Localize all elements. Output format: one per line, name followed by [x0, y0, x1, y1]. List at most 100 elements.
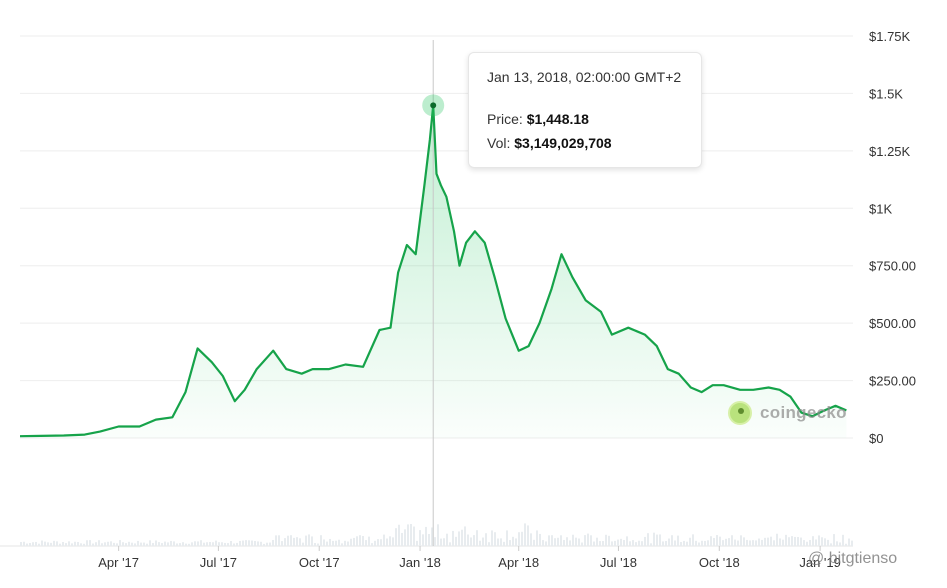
volume-bar [458, 531, 460, 546]
volume-bar [851, 540, 853, 546]
volume-bar [638, 540, 640, 546]
y-tick-label: $0 [869, 431, 883, 446]
x-tick-label: Apr '18 [498, 555, 539, 570]
credit-text: @ bitgtienso [808, 550, 898, 567]
volume-bar [191, 542, 193, 546]
volume-bar [581, 542, 583, 546]
volume-bar [134, 543, 136, 546]
volume-bar [143, 542, 145, 546]
volume-bar [830, 543, 832, 546]
volume-bar [338, 539, 340, 546]
volume-bar [521, 531, 523, 546]
volume-bar [665, 541, 667, 546]
volume-bar [491, 530, 493, 546]
volume-bar [245, 540, 247, 546]
volume-bar [44, 541, 46, 546]
volume-bar [845, 543, 847, 546]
volume-bar [308, 534, 310, 546]
volume-bar [542, 540, 544, 546]
volume-bar [320, 535, 322, 546]
volume-bar [515, 538, 517, 546]
volume-bar [548, 535, 550, 546]
volume-bar [674, 540, 676, 546]
volume-bar [599, 541, 601, 546]
volume-bar [629, 541, 631, 546]
volume-bar [371, 543, 373, 546]
volume-bar [614, 540, 616, 546]
volume-bar [227, 543, 229, 546]
volume-bar [239, 540, 241, 546]
volume-bar [794, 536, 796, 546]
volume-bar [326, 541, 328, 546]
volume-bar [464, 526, 466, 546]
volume-bar [530, 533, 532, 546]
volume-bar [47, 542, 49, 546]
volume-bar [335, 540, 337, 546]
volume-bar [485, 533, 487, 546]
volume-bar [101, 543, 103, 546]
volume-bar [236, 542, 238, 546]
volume-bar [701, 540, 703, 546]
volume-bar [659, 534, 661, 546]
volume-bar [116, 543, 118, 546]
volume-bar [776, 533, 778, 546]
volume-bar [575, 537, 577, 546]
volume-bar [332, 540, 334, 546]
volume-bar [539, 533, 541, 546]
volume-bar [92, 543, 94, 546]
volume-bar [86, 540, 88, 546]
y-axis: $0 $250.00 $500.00 $750.00 $1K $1.25K $1.5K $1.… [869, 29, 916, 446]
volume-bar [752, 540, 754, 546]
volume-bar [635, 542, 637, 546]
volume-bar [497, 538, 499, 546]
volume-bar [56, 541, 58, 546]
volume-bar [356, 536, 358, 546]
volume-bar [584, 535, 586, 546]
volume-bar [725, 538, 727, 546]
x-axis: Apr '17 Jul '17 Oct '17 Jan '18 Apr '18 Jul '… [98, 546, 841, 570]
volume-bar [425, 526, 427, 546]
volume-bar [488, 542, 490, 546]
volume-bar [680, 541, 682, 546]
volume-bar [536, 530, 538, 546]
volume-bar [383, 534, 385, 546]
volume-bar [221, 542, 223, 546]
volume-bar [290, 535, 292, 546]
volume-bar [98, 540, 100, 546]
volume-bar [251, 540, 253, 546]
volume-bar [281, 541, 283, 546]
volume-bar [296, 537, 298, 546]
volume-bar [257, 541, 259, 546]
price-line [19, 104, 847, 438]
volume-bar [467, 534, 469, 546]
volume-bar [641, 541, 643, 546]
volume-bar [365, 540, 367, 546]
volume-bar [170, 540, 172, 546]
volume-bar [668, 538, 670, 546]
volume-bar [737, 540, 739, 546]
volume-bar [827, 539, 829, 546]
volume-bar [788, 537, 790, 546]
tooltip-price-label: Price: [487, 111, 523, 127]
volume-bar [617, 539, 619, 546]
volume-bar [824, 538, 826, 546]
volume-bar [632, 540, 634, 546]
volume-bar [299, 538, 301, 546]
volume-bar [107, 541, 109, 546]
volume-bar [269, 542, 271, 546]
volume-bar [572, 534, 574, 546]
volume-bar [158, 542, 160, 546]
volume-bar [509, 540, 511, 546]
gecko-logo-icon [728, 401, 752, 425]
volume-bar [482, 537, 484, 546]
volume-bar [125, 543, 127, 546]
volume-bar [317, 543, 319, 546]
volume-bar [146, 543, 148, 546]
volume-bar [311, 536, 313, 546]
volume-bar [263, 543, 265, 546]
volume-bar [767, 537, 769, 546]
volume-bar [212, 542, 214, 546]
volume-bar [137, 540, 139, 546]
volume-bar [812, 536, 814, 546]
volume-bar [350, 538, 352, 546]
